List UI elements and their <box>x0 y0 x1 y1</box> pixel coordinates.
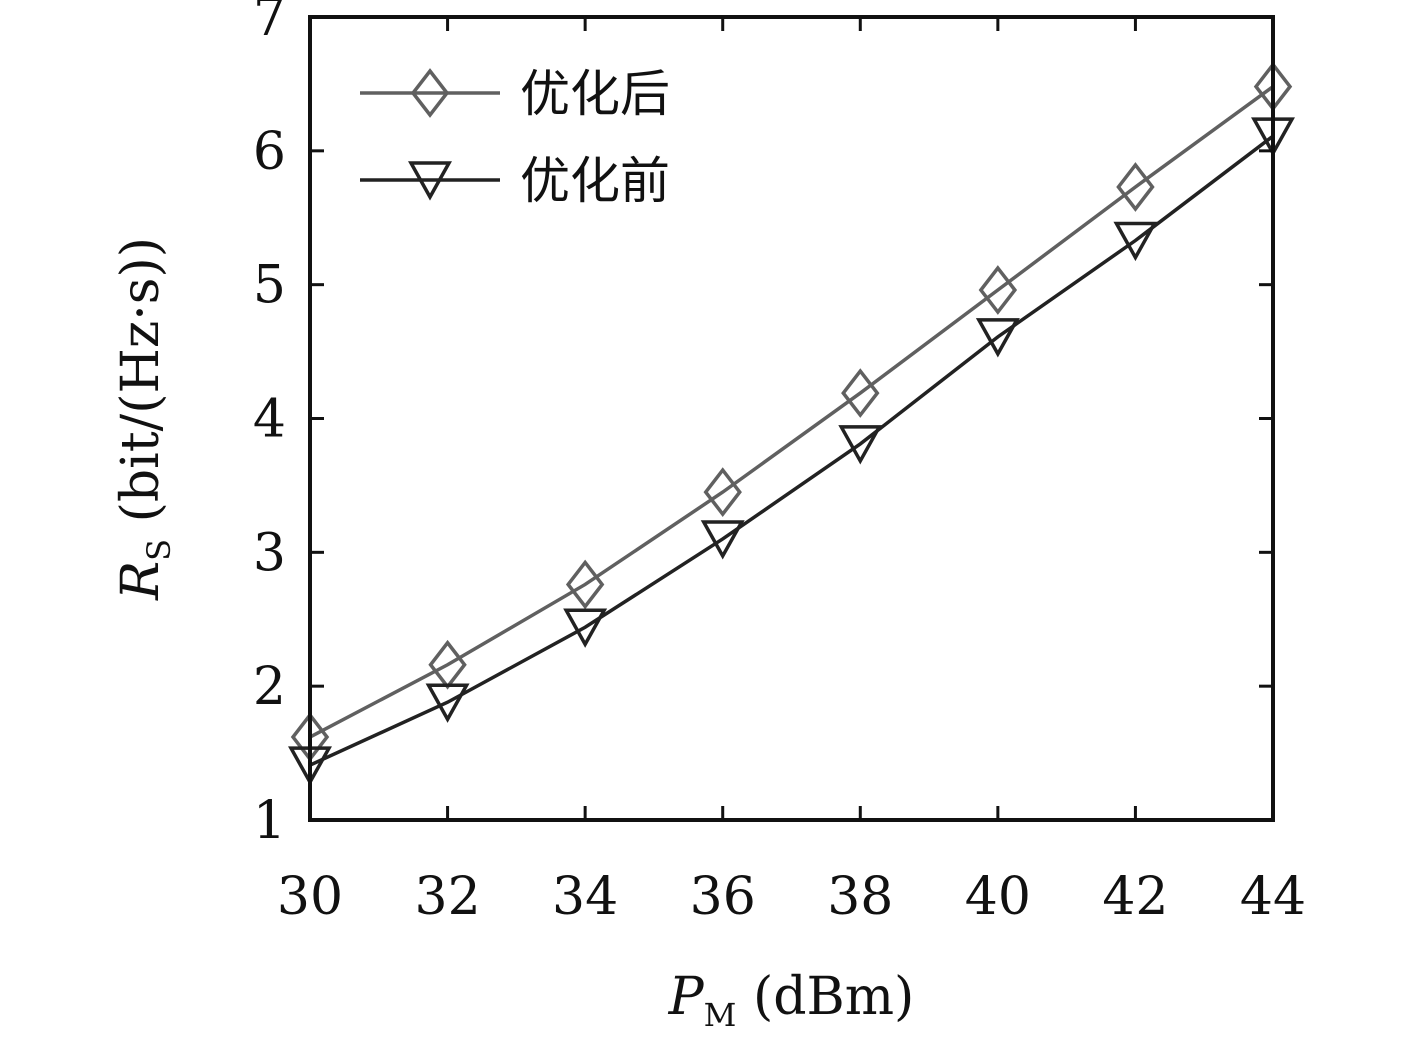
x-tick-label: 34 <box>552 867 618 927</box>
y-tick-label: 3 <box>253 523 286 583</box>
y-tick-label: 1 <box>253 791 286 851</box>
y-tick-label: 6 <box>253 122 286 182</box>
series-layer <box>288 61 1295 786</box>
y-tick-label: 7 <box>253 0 286 48</box>
y-axis-label-rest: (bit/(Hz·s)) <box>111 237 171 539</box>
legend-marker <box>410 68 450 118</box>
legend-label: 优化后 <box>520 65 670 123</box>
x-axis-label-rest: (dBm) <box>736 967 914 1027</box>
x-tick-label: 30 <box>277 867 343 927</box>
series-line <box>309 85 1275 739</box>
x-axis-label-sub: M <box>704 996 737 1034</box>
data-point <box>978 265 1018 315</box>
legend-marker <box>408 161 452 201</box>
data-point <box>700 520 745 560</box>
legend-entry-2: 优化前 <box>360 152 670 210</box>
data-point <box>975 318 1020 358</box>
x-tick-label: 40 <box>965 867 1031 927</box>
data-point <box>841 368 880 418</box>
y-axis-label: RS (bit/(Hz·s)) <box>111 237 178 601</box>
x-tick-label: 38 <box>827 867 893 927</box>
y-tick-label: 4 <box>253 390 286 450</box>
x-axis-label: PM (dBm) <box>668 967 915 1034</box>
data-point <box>1113 221 1158 262</box>
series-2 <box>288 117 1295 786</box>
legend-entry-1: 优化后 <box>360 65 670 123</box>
data-point <box>838 425 883 465</box>
x-tick-label: 44 <box>1240 867 1306 927</box>
data-point <box>565 559 605 610</box>
y-tick-label: 5 <box>253 256 286 316</box>
y-axis-label-sub: S <box>140 539 178 561</box>
series-line <box>309 134 1275 767</box>
data-point <box>703 467 742 517</box>
series-1 <box>290 61 1293 762</box>
y-axis-label-main: R <box>111 561 171 601</box>
x-tick-label: 32 <box>414 867 480 927</box>
y-tick-label: 2 <box>253 657 286 717</box>
x-tick-label: 36 <box>690 867 756 927</box>
data-point <box>1116 162 1155 212</box>
legend-label: 优化前 <box>520 152 670 210</box>
data-point <box>563 608 608 648</box>
x-axis-label-main: P <box>668 967 705 1027</box>
data-point <box>425 683 470 723</box>
x-tick-label: 42 <box>1102 867 1168 927</box>
